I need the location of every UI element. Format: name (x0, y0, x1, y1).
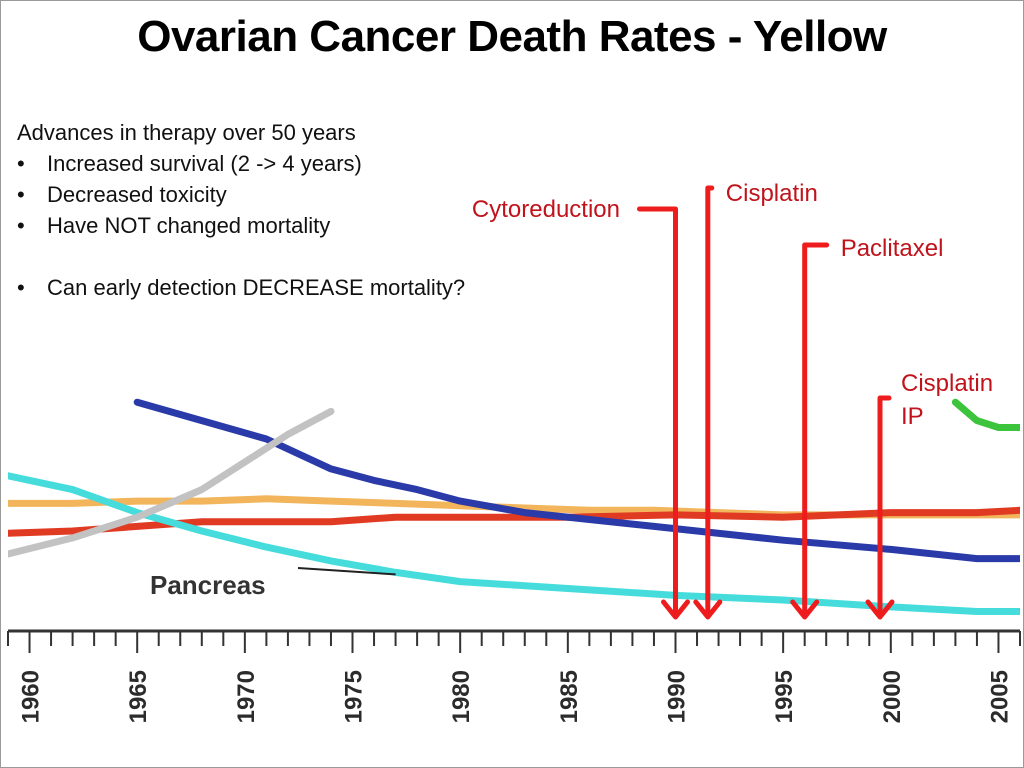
callout-arrow-head (661, 599, 690, 620)
x-tick-label: 2005 (987, 670, 1014, 723)
callout-label-cytoreduction: Cytoreduction (472, 196, 620, 223)
callout-arrow-line (877, 395, 892, 616)
series-line-red-series (8, 506, 1020, 537)
x-tick-label: 1975 (341, 670, 368, 723)
x-tick-label: 2000 (879, 670, 906, 723)
x-tick-label: 1970 (233, 670, 260, 723)
slide-title: Ovarian Cancer Death Rates - Yellow (137, 12, 887, 61)
notes-bullet: Have NOT changed mortality (17, 210, 465, 241)
callout-label-ip: IP (901, 403, 924, 430)
x-tick-label: 1980 (448, 670, 475, 723)
series-line-gray-series (8, 407, 335, 558)
callout-arrow-head (865, 599, 895, 620)
annotations: Pancreas Cytoreduction Cisplatin Paclitaxel… (150, 180, 993, 620)
x-tick-label: 1995 (771, 670, 798, 723)
x-tick-label: 1965 (125, 670, 152, 723)
callout-label-paclitaxel: Paclitaxel (841, 235, 944, 262)
notes-bullet: Decreased toxicity (17, 179, 465, 210)
x-tick-label: 1960 (18, 670, 45, 723)
notes-list: Increased survival (2 -> 4 years) Decrea… (17, 148, 465, 303)
notes-question: Can early detection DECREASE mortality? (17, 272, 465, 303)
pancreas-label: Pancreas (150, 570, 266, 600)
notes-bullet: Increased survival (2 -> 4 years) (17, 148, 465, 179)
notes-heading: Advances in therapy over 50 years (17, 120, 356, 145)
series-line-blue-series (133, 398, 1020, 563)
x-tick-label: 1985 (556, 670, 583, 723)
notes-block: Advances in therapy over 50 years Increa… (17, 117, 465, 303)
callout-arrow-line (705, 185, 715, 616)
callout-arrow-line (802, 242, 830, 616)
callout-label-cisplatin: Cisplatin (901, 370, 993, 397)
callout-arrow-line (637, 206, 678, 616)
callout-label-cisplatin: Cisplatin (726, 180, 818, 207)
callout-arrow-head (693, 599, 723, 620)
x-tick-label: 1990 (664, 670, 691, 723)
series-line-green-series (951, 398, 1020, 431)
callout-arrow-head (790, 599, 820, 620)
pancreas-leader (297, 567, 396, 576)
x-axis: 1960 1965 1970 1975 1980 1985 1990 1995 2000 2005 (7, 629, 1021, 723)
